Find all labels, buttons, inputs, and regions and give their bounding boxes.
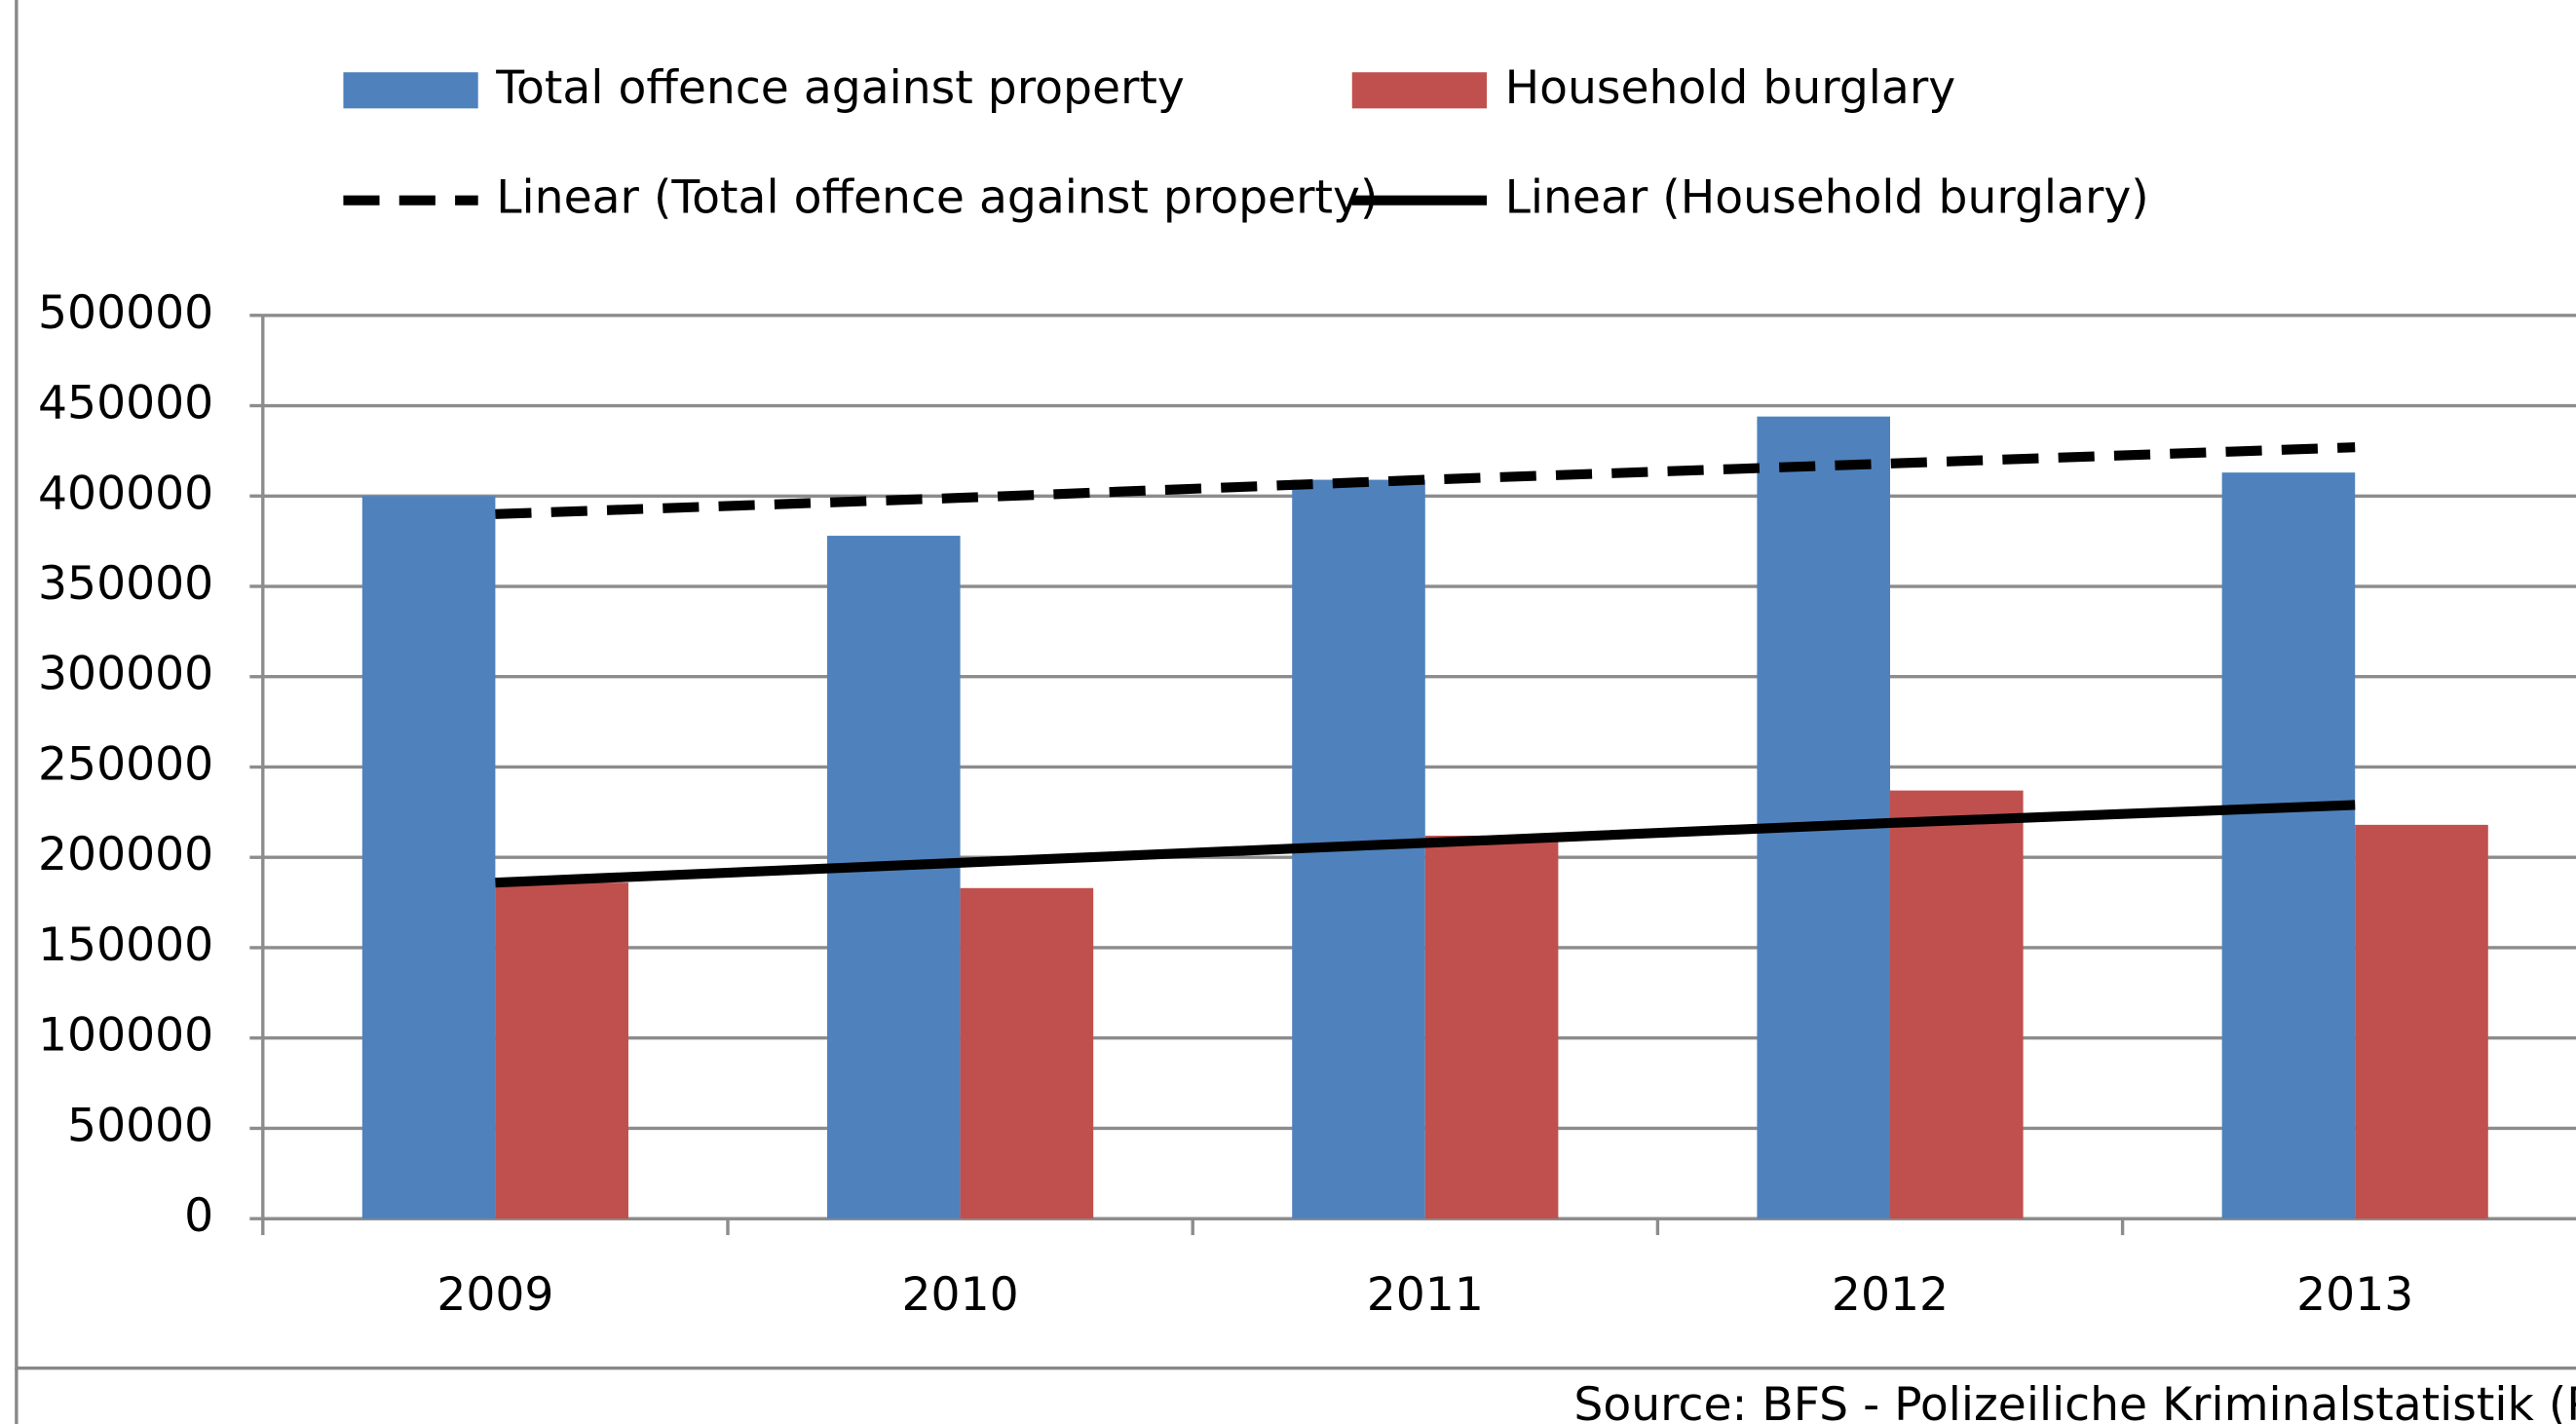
bar (827, 536, 961, 1219)
y-tick-label: 250000 (38, 737, 213, 791)
y-tick-label: 500000 (38, 286, 213, 340)
bar (1890, 790, 2024, 1219)
y-tick-label: 350000 (38, 557, 213, 611)
bar (495, 882, 628, 1219)
x-tick-label: 2010 (902, 1268, 1019, 1322)
x-tick-label: 2009 (436, 1268, 553, 1322)
bar (960, 887, 1094, 1219)
source-note: Source: BFS - Polizeiliche Kriminalstati… (1573, 1378, 2576, 1424)
trend-line (495, 800, 2356, 888)
y-tick-label: 0 (184, 1189, 213, 1243)
legend-swatch (1351, 72, 1488, 109)
y-tick-label: 300000 (38, 648, 213, 701)
bar (1757, 416, 1891, 1219)
y-tick-label: 450000 (38, 377, 213, 431)
x-tick-label: 2012 (1832, 1268, 1949, 1322)
legend-label: Household burglary (1505, 61, 1956, 115)
legend-label: Linear (Household burglary) (1505, 171, 2149, 225)
trend-line (495, 442, 2356, 519)
x-tick-label: 2013 (2296, 1268, 2413, 1322)
y-tick-label: 150000 (38, 918, 213, 972)
y-tick-label: 50000 (67, 1099, 213, 1152)
y-tick-label: 200000 (38, 828, 213, 881)
bar (2355, 824, 2488, 1219)
y-tick-label: 400000 (38, 467, 213, 520)
bar (361, 496, 496, 1219)
legend-label: Linear (Total offence against property) (496, 171, 1378, 225)
y-tick-label: 100000 (38, 1009, 213, 1063)
chart-frame (15, 0, 2576, 1370)
legend-label: Total offence against property (495, 61, 1185, 115)
bar (1424, 835, 1559, 1219)
x-tick-label: 2011 (1367, 1268, 1484, 1322)
bar (2221, 472, 2356, 1219)
legend-swatch (343, 72, 478, 109)
